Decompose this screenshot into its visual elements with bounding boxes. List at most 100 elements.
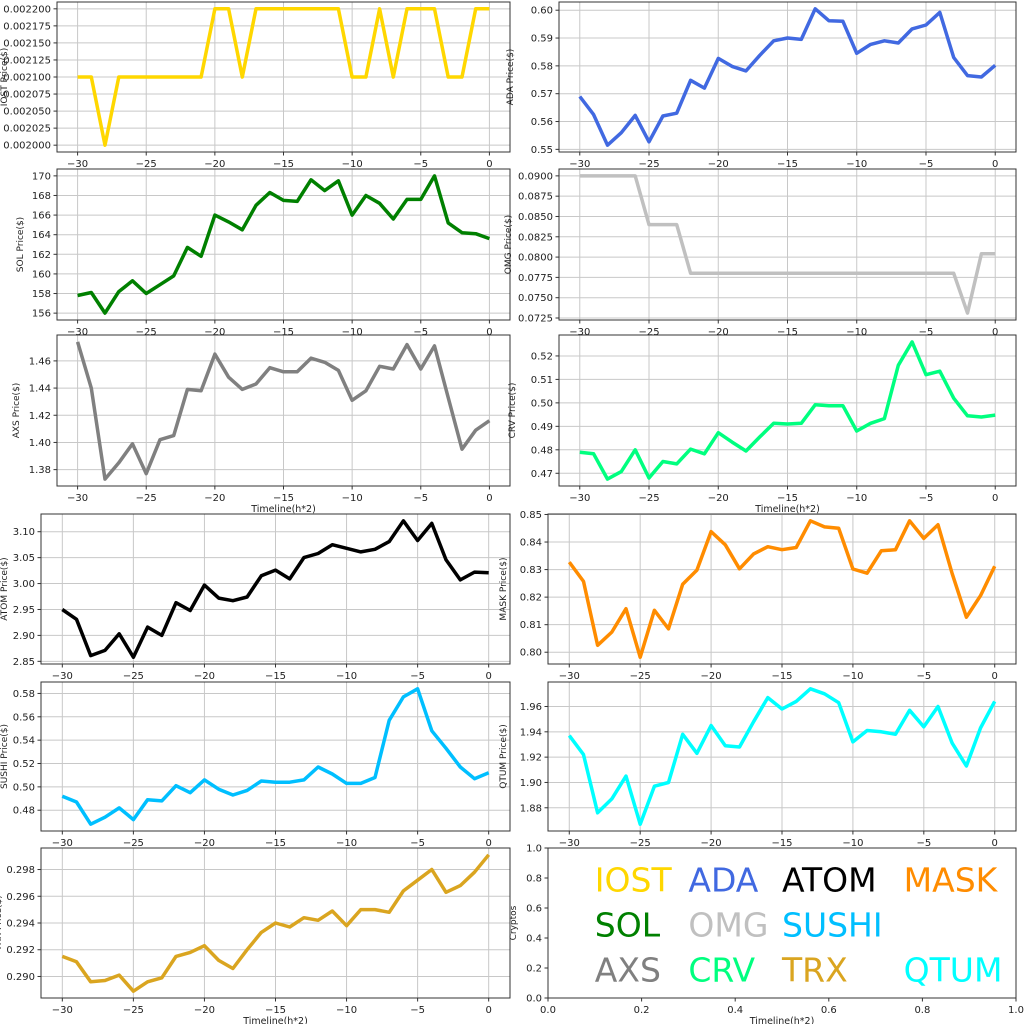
x-tick-label: −15: [265, 1005, 286, 1016]
y-tick-label: 3.10: [13, 527, 35, 538]
y-axis-label: ADA Price($): [506, 49, 516, 106]
x-tick-label: 0: [992, 159, 998, 170]
y-tick-label: 0.58: [13, 689, 35, 700]
x-tick-label: −20: [194, 1005, 215, 1016]
x-tick-label: 0.6: [821, 1005, 837, 1016]
x-tick-label: −10: [342, 493, 363, 504]
y-tick-label: 2.95: [13, 605, 35, 616]
legend-label-axs: AXS: [595, 951, 661, 990]
subplot-sushi: −30 −25 −20 −15 −10 −5 0 0.48 0.50 0.52 0.54 0.56 0.…: [0, 681, 511, 849]
x-tick-label: 0: [992, 838, 998, 849]
x-tick-label: −15: [265, 671, 286, 682]
axes-frame: [56, 334, 511, 487]
y-tick-label: 0.002050: [3, 107, 51, 118]
x-tick-label: −5: [413, 493, 428, 504]
x-tick-label: −30: [67, 327, 88, 338]
y-tick-label: 170: [32, 171, 51, 182]
x-tick-label: −15: [771, 671, 792, 682]
x-tick-label: −25: [638, 327, 659, 338]
y-tick-label: 0.002075: [3, 90, 51, 101]
y-tick-label: 0.002200: [3, 4, 51, 15]
y-tick-label: 1.90: [520, 778, 542, 789]
y-tick-label: 0.0825: [518, 232, 553, 243]
x-tick-label: −5: [919, 327, 934, 338]
y-tick-label: 1.40: [29, 438, 51, 449]
subplot-legend: 0.0 0.2 0.4 0.6 0.8 1.0 0.0 0.2 0.4 0.6 0.8 1.0 IOST…: [509, 844, 1024, 1024]
axes-frame: [40, 513, 511, 665]
y-axis-label: SOL Price($): [16, 217, 26, 272]
series-line-qtum: [567, 687, 997, 826]
subplot-qtum: −30 −25 −20 −15 −10 −5 0 1.88 1.90 1.92 1.94 1.96 QT…: [499, 681, 1017, 849]
y-tick-label: 0.56: [531, 117, 553, 128]
axes-frame: [40, 847, 511, 999]
x-tick-label: −30: [52, 671, 73, 682]
x-tick-label: −10: [842, 838, 863, 849]
x-tick-label: 0.4: [727, 1005, 743, 1016]
x-tick-label: −20: [204, 327, 225, 338]
y-tick-label: 0.002150: [3, 38, 51, 49]
y-tick-label: 0.6: [526, 904, 542, 915]
x-tick-label: −5: [413, 327, 428, 338]
axes-frame: [56, 168, 511, 321]
series-line-omg: [579, 174, 996, 315]
subplot-trx: −30 −25 −20 −15 −10 −5 0 0.290 0.292 0.294 0.296 0.…: [0, 847, 511, 1024]
x-tick-label: −30: [52, 1005, 73, 1016]
y-axis-label: SUSHI Price($): [0, 724, 10, 789]
series-line-atom: [61, 519, 489, 659]
x-tick-label: −30: [569, 327, 590, 338]
x-tick-label: −30: [569, 493, 590, 504]
subplot-sol: −30 −25 −20 −15 −10 −5 0 156 158 160 162 164 166 168 1…: [16, 168, 511, 338]
y-tick-label: 1.0: [526, 844, 542, 855]
y-tick-label: 0.294: [6, 919, 35, 930]
axes-frame: [547, 513, 1017, 665]
x-tick-label: 1.0: [1008, 1005, 1024, 1016]
y-tick-label: 1.38: [29, 465, 51, 476]
y-tick-label: 0.47: [531, 469, 553, 480]
y-tick-label: 0.58: [531, 61, 553, 72]
x-tick-label: −20: [701, 838, 722, 849]
y-axis-label: TRX Price($): [0, 895, 4, 951]
y-tick-label: 0.0900: [518, 171, 553, 182]
axes-frame: [547, 681, 1017, 832]
x-tick-label: −15: [777, 159, 798, 170]
x-tick-label: −10: [342, 327, 363, 338]
y-axis-label: QTUM Price($): [499, 724, 509, 789]
x-tick-label: 0.8: [914, 1005, 930, 1016]
subplot-iost: −30 −25 −20 −15 −10 −5 0 0.002000 0.002025 0.0020…: [0, 1, 511, 170]
y-tick-label: 0.60: [531, 6, 553, 17]
x-tick-label: −15: [777, 327, 798, 338]
y-tick-label: 1.94: [520, 727, 542, 738]
x-tick-label: −20: [194, 671, 215, 682]
y-tick-label: 3.00: [13, 579, 35, 590]
y-tick-label: 0.8: [526, 874, 542, 885]
axes-frame: [558, 168, 1017, 321]
y-tick-label: 0.84: [520, 538, 542, 549]
x-tick-label: 0: [485, 838, 491, 849]
y-tick-label: 164: [32, 230, 51, 241]
x-tick-label: −30: [52, 838, 73, 849]
y-axis-label: ATOM Price($): [0, 557, 10, 620]
series-line-sushi: [61, 687, 490, 826]
y-tick-label: 1.46: [29, 356, 51, 367]
y-tick-label: 0.002025: [3, 124, 51, 135]
x-tick-label: −10: [336, 671, 357, 682]
y-tick-label: 1.92: [520, 753, 542, 764]
axes-frame: [558, 334, 1017, 487]
x-tick-label: −25: [123, 671, 144, 682]
subplot-crv: −30 −25 −20 −15 −10 −5 0 0.47 0.48 0.49 0.50 0.51 0.…: [508, 334, 1017, 515]
subplot-atom: −30 −25 −20 −15 −10 −5 0 2.85 2.90 2.95 3.00 3.05 3.…: [0, 513, 511, 682]
x-tick-label: −5: [916, 838, 931, 849]
y-tick-label: 0.002175: [3, 21, 51, 32]
x-tick-label: 0: [485, 1005, 491, 1016]
x-tick-label: −5: [916, 671, 931, 682]
legend-label-trx: TRX: [781, 951, 848, 990]
x-tick-label: 0.2: [634, 1005, 650, 1016]
legend-label-atom: ATOM: [782, 861, 877, 900]
y-tick-label: 1.88: [520, 803, 542, 814]
y-tick-label: 166: [32, 211, 51, 222]
x-tick-label: −25: [630, 671, 651, 682]
y-tick-label: 2.85: [13, 657, 35, 668]
legend-label-qtum: QTUM: [904, 951, 1003, 990]
x-tick-label: −10: [846, 159, 867, 170]
